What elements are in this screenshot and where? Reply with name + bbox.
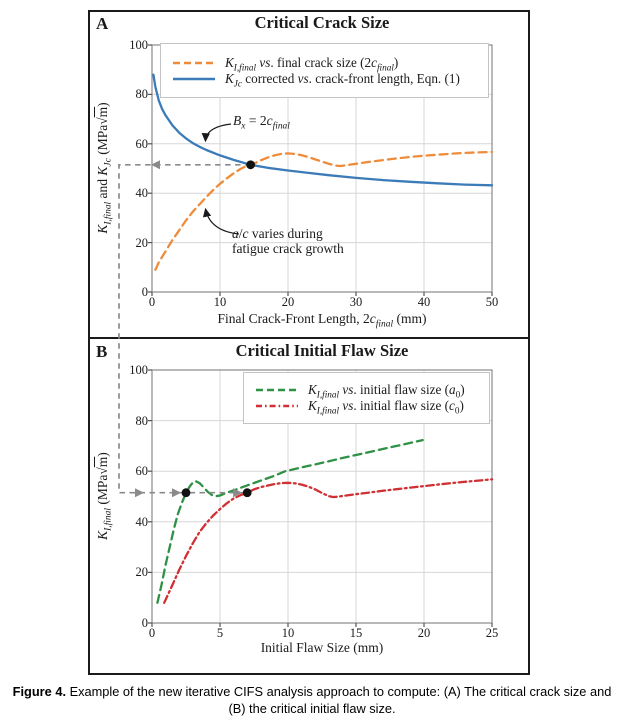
- legend-item-kjc-corrected-vs-crack-front-length: KJc corrected vs. crack-front length, Eq…: [161, 70, 488, 89]
- ytick-label-B-80: 80: [135, 413, 149, 428]
- xtick-label-A-10: 10: [213, 295, 227, 309]
- ytick-label-A-100: 100: [129, 38, 148, 52]
- figure-caption: Figure 4. Example of the new iterative C…: [0, 684, 624, 717]
- annotation-ac-varies: a/c varies during fatigue crack growth: [232, 226, 344, 256]
- legend-sample-kjc-corrected-vs-crack-front-length: [173, 77, 215, 80]
- ytick-label-B-60: 60: [135, 464, 149, 479]
- panel-b-xaxis-label: Initial Flaw Size (mm): [260, 640, 384, 655]
- xtick-label-A-50: 50: [485, 295, 499, 309]
- legend-label-kjc-corrected-vs-crack-front-length: KJc corrected vs. crack-front length, Eq…: [225, 70, 460, 89]
- ytick-label-A-0: 0: [141, 285, 148, 299]
- panel-a-label: A: [96, 14, 109, 33]
- panel-a-xaxis-label: Final Crack-Front Length, 2cfinal (mm): [217, 311, 427, 330]
- ytick-label-A-20: 20: [135, 235, 149, 250]
- caption-figure-number: Figure 4.: [12, 684, 67, 699]
- panel-b-label: B: [96, 342, 108, 361]
- ytick-label-A-40: 40: [135, 186, 149, 201]
- panel-a-title: Critical Crack Size: [254, 13, 390, 32]
- ytick-label-B-20: 20: [135, 565, 149, 580]
- legend-label-ki-final-vs-initial-flaw-size-a0: KI,final vs. initial flaw size (a0): [308, 382, 465, 400]
- caption-line-1-text: Example of the new iterative CIFS analys…: [66, 684, 612, 699]
- annotation-ac-line2: fatigue crack growth: [232, 241, 344, 256]
- caption-line-2: (B) the critical initial flaw size.: [228, 700, 396, 716]
- legend-sample-ki-final-vs-initial-flaw-size-c0: [256, 404, 298, 408]
- xtick-label-A-20: 20: [281, 295, 295, 309]
- xtick-label-B-0: 0: [148, 626, 156, 640]
- legend-label-ki-final-vs-initial-flaw-size-c0: KI,final vs. initial flaw size (c0): [308, 398, 464, 416]
- xtick-label-B-20: 20: [417, 626, 431, 640]
- ytick-label-A-60: 60: [135, 136, 149, 151]
- ytick-label-B-40: 40: [135, 514, 149, 529]
- legend-item-ki-final-vs-2c-final: KI,final vs. final crack size (2cfinal): [161, 54, 488, 73]
- annotation-bx-equals-2c-final: Bx = 2cfinal: [233, 113, 290, 132]
- xtick-label-B-25: 25: [485, 626, 499, 640]
- xtick-label-B-5: 5: [216, 626, 224, 640]
- caption-line-1: Figure 4. Example of the new iterative C…: [0, 684, 624, 701]
- legend-panel-a: KI,final vs. final crack size (2cfinal) K…: [160, 43, 489, 98]
- legend-item-ki-final-vs-initial-flaw-size-c0: KI,final vs. initial flaw size (c0): [244, 398, 489, 416]
- panel-b-yaxis-label: KI,final (MPa√m): [95, 452, 114, 540]
- ytick-label-B-100: 100: [129, 363, 148, 377]
- xtick-label-B-15: 15: [349, 626, 363, 640]
- annotation-ac-line1: a/c varies during: [232, 226, 323, 241]
- legend-sample-ki-final-vs-initial-flaw-size-a0: [256, 388, 298, 392]
- panel-a-yaxis-label: KI,final and KJc (MPa√m): [95, 102, 114, 234]
- xtick-label-B-10: 10: [281, 626, 295, 640]
- legend-label-ki-final-vs-2c-final: KI,final vs. final crack size (2cfinal): [225, 54, 399, 73]
- panel-b-title: Critical Initial Flaw Size: [235, 341, 409, 360]
- xtick-label-A-40: 40: [417, 295, 431, 309]
- xtick-label-A-30: 30: [349, 295, 363, 309]
- legend-item-ki-final-vs-initial-flaw-size-a0: KI,final vs. initial flaw size (a0): [244, 382, 489, 400]
- legend-sample-ki-final-vs-2c-final: [173, 61, 215, 64]
- legend-panel-b: KI,final vs. initial flaw size (a0) KI,fi…: [243, 372, 490, 424]
- ytick-label-B-0: 0: [141, 616, 148, 630]
- ytick-label-A-80: 80: [135, 87, 149, 102]
